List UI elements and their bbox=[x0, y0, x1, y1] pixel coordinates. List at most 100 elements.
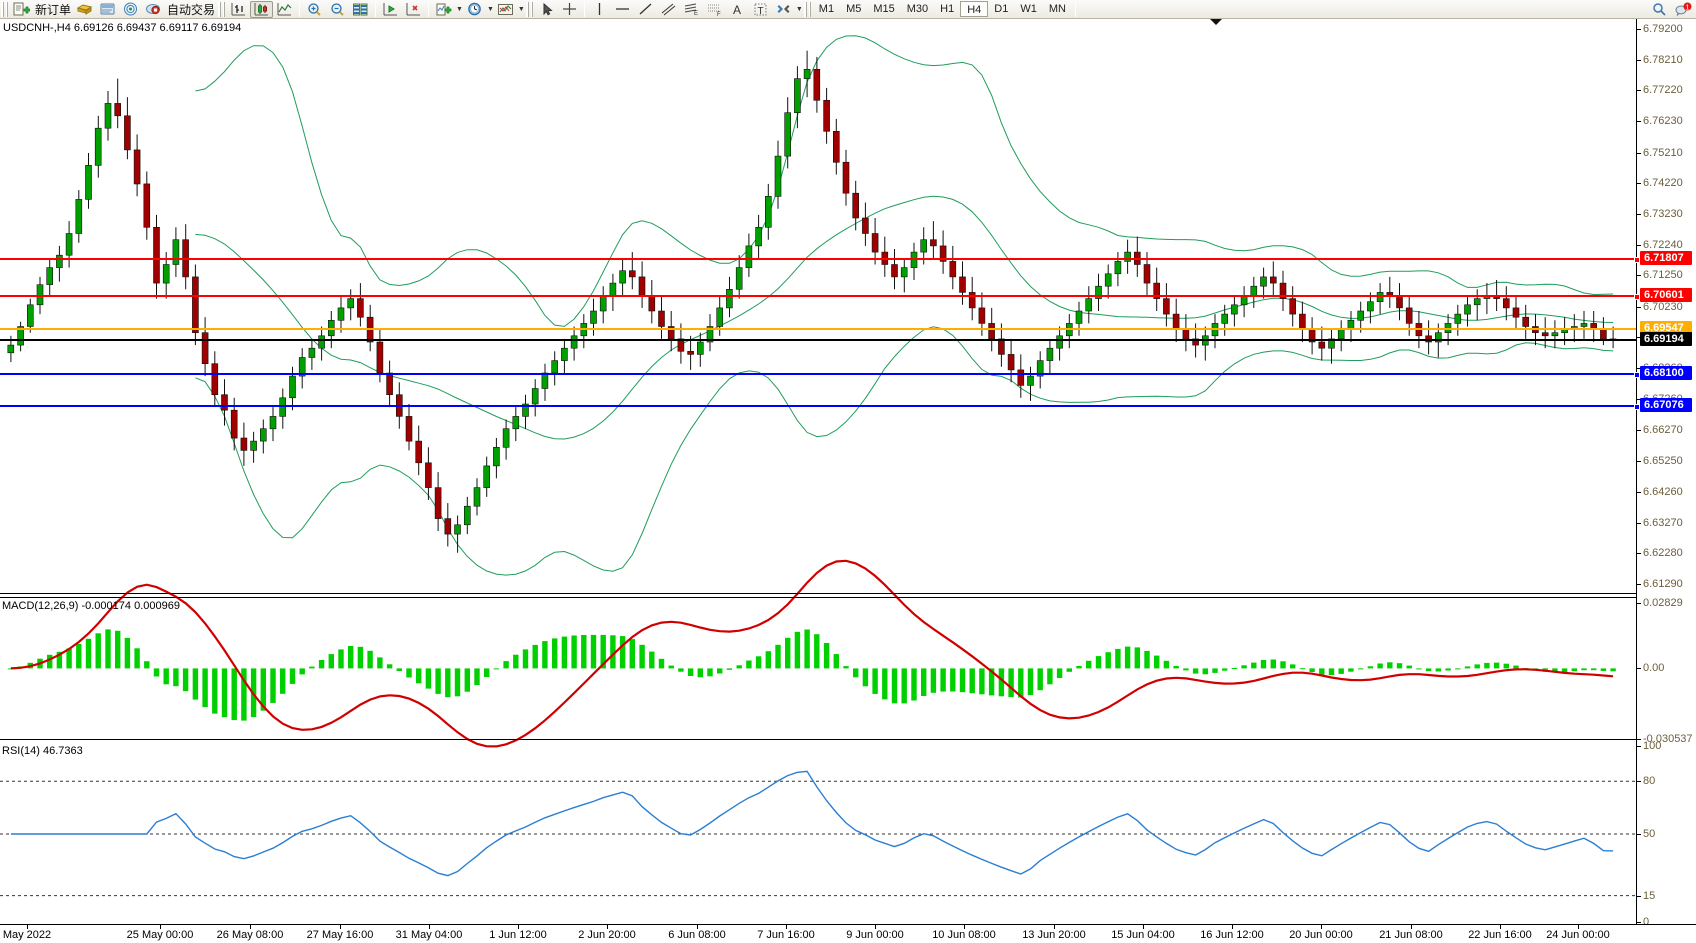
tab-timeframe-d1[interactable]: D1 bbox=[994, 3, 1009, 15]
auto-scroll-icon[interactable] bbox=[402, 1, 425, 18]
vertical-line-icon[interactable] bbox=[588, 1, 611, 18]
candle-body bbox=[230, 409, 238, 439]
macd-histogram-bar bbox=[687, 668, 694, 676]
candlestick-chart-icon[interactable] bbox=[250, 0, 274, 18]
toolbar-grip-4[interactable] bbox=[803, 1, 811, 17]
templates-dropdown-caret[interactable]: ▼ bbox=[517, 5, 525, 13]
macd-tick-label: -0.030537 bbox=[1643, 733, 1693, 745]
tab-timeframe-m30[interactable]: M30 bbox=[906, 3, 929, 15]
navigator-icon[interactable] bbox=[119, 1, 142, 18]
tab-timeframe-m15[interactable]: M15 bbox=[873, 3, 895, 15]
search-icon[interactable] bbox=[1648, 1, 1671, 18]
zoom-in-icon[interactable] bbox=[303, 1, 326, 18]
line-chart-icon[interactable] bbox=[273, 1, 296, 18]
macd-indicator-label: MACD(12,26,9) -0.000174 0.000969 bbox=[2, 600, 180, 612]
text-icon[interactable]: A bbox=[726, 1, 749, 18]
auto-trading-label[interactable]: 自动交易 bbox=[167, 2, 216, 17]
candle-body bbox=[289, 375, 296, 399]
zoom-out-icon[interactable] bbox=[326, 1, 349, 18]
crosshair-icon[interactable] bbox=[558, 1, 581, 18]
chart-profiles-icon[interactable] bbox=[73, 1, 96, 18]
indicators-dropdown-caret[interactable]: ▼ bbox=[456, 5, 463, 13]
macd-histogram-bar bbox=[891, 668, 898, 704]
price-level-handle[interactable] bbox=[1634, 257, 1640, 264]
candle-body bbox=[570, 335, 578, 349]
new-order-icon[interactable] bbox=[10, 1, 33, 18]
price-level-handle[interactable] bbox=[1634, 371, 1640, 378]
macd-histogram-bar bbox=[736, 665, 742, 669]
macd-histogram-bar bbox=[377, 657, 383, 669]
macd-histogram-bar bbox=[678, 668, 684, 672]
shift-chart-icon[interactable] bbox=[379, 1, 402, 18]
price-level-label[interactable]: 6.70601 bbox=[1640, 288, 1692, 303]
candle-body bbox=[444, 518, 452, 535]
macd-histogram-bar bbox=[221, 668, 228, 718]
periods-icon[interactable] bbox=[463, 1, 486, 18]
price-level-line[interactable] bbox=[0, 403, 1640, 410]
price-tick-label: 6.75210 bbox=[1643, 146, 1683, 159]
price-level-handle[interactable] bbox=[1634, 294, 1640, 301]
new-order-label[interactable]: 新订单 bbox=[35, 2, 72, 17]
price-tick-label: 6.77220 bbox=[1643, 84, 1683, 97]
toolbar-grip-3[interactable] bbox=[525, 1, 533, 17]
tab-timeframe-m1[interactable]: M1 bbox=[818, 3, 835, 15]
equidistant-channel-icon[interactable] bbox=[657, 1, 680, 18]
price-chart[interactable]: USDCNH-,H4 6.69126 6.69437 6.69117 6.691… bbox=[0, 19, 1696, 943]
objects-dropdown-caret[interactable]: ▼ bbox=[795, 5, 803, 13]
macd-histogram-bar bbox=[425, 668, 432, 689]
candle-body bbox=[1182, 329, 1190, 340]
price-level-handle[interactable] bbox=[1634, 403, 1640, 410]
tab-timeframe-h1[interactable]: H1 bbox=[940, 3, 955, 15]
tab-timeframe-m5[interactable]: M5 bbox=[846, 3, 862, 15]
time-tick bbox=[875, 925, 876, 929]
price-level-line[interactable] bbox=[0, 371, 1640, 378]
fibonacci-icon[interactable]: E bbox=[680, 1, 703, 18]
price-level-line[interactable] bbox=[0, 328, 1636, 331]
price-level-line[interactable] bbox=[0, 257, 1640, 264]
auto-trading-icon[interactable] bbox=[142, 1, 165, 18]
macd-histogram-bar bbox=[231, 668, 237, 721]
horizontal-line-icon[interactable] bbox=[611, 1, 634, 18]
price-level-label[interactable]: 6.71807 bbox=[1640, 251, 1692, 266]
candle-body bbox=[502, 428, 510, 448]
cursor-icon[interactable] bbox=[535, 1, 558, 18]
macd-histogram-bar bbox=[280, 668, 286, 694]
bar-chart-icon[interactable] bbox=[227, 1, 250, 18]
candle-body bbox=[561, 347, 568, 361]
market-watch-icon[interactable] bbox=[96, 1, 119, 18]
tab-timeframe-mn[interactable]: MN bbox=[1048, 3, 1066, 15]
candle-body bbox=[930, 239, 937, 247]
alerts-icon[interactable]: 1 bbox=[1671, 1, 1696, 18]
text-label-icon[interactable]: T bbox=[749, 1, 772, 18]
candle-body bbox=[65, 233, 73, 256]
price-level-line[interactable] bbox=[0, 294, 1640, 301]
svg-text:A: A bbox=[733, 3, 741, 17]
price-level-label[interactable]: 6.69194 bbox=[1640, 332, 1692, 347]
candle-body bbox=[900, 267, 908, 278]
price-level-line[interactable] bbox=[0, 339, 1636, 342]
macd-histogram-bar bbox=[979, 668, 985, 695]
objects-icon[interactable] bbox=[772, 1, 795, 18]
macd-histogram-bar bbox=[85, 638, 92, 669]
trendline-icon[interactable] bbox=[634, 1, 657, 18]
price-tick bbox=[1636, 491, 1641, 493]
toolbar-grip-2[interactable] bbox=[218, 1, 226, 17]
time-tick-label: 20 Jun 00:00 bbox=[1289, 929, 1353, 941]
price-axis[interactable]: 6.79200 6.78210 6.77220 6.76230 6.75210 6.742… bbox=[1636, 19, 1696, 928]
price-level-label[interactable]: 6.67076 bbox=[1640, 397, 1692, 412]
toolbar-separator-4 bbox=[583, 1, 585, 17]
time-axis[interactable]: May 2022 25 May 00:00 26 May 08:00 27 May 1… bbox=[0, 924, 1696, 943]
toolbar-grip[interactable] bbox=[1, 1, 8, 17]
tab-timeframe-w1[interactable]: W1 bbox=[1020, 3, 1037, 15]
candle-body bbox=[279, 397, 287, 417]
templates-icon[interactable] bbox=[494, 1, 517, 18]
fibonacci-fan-icon[interactable]: F bbox=[703, 1, 726, 18]
price-level-label[interactable]: 6.69547 bbox=[1640, 321, 1692, 336]
tab-timeframe-h4[interactable]: H4 bbox=[960, 1, 989, 17]
indicators-icon[interactable] bbox=[432, 1, 455, 18]
data-window-icon[interactable] bbox=[349, 1, 372, 18]
candle-body bbox=[949, 261, 957, 278]
price-level-label[interactable]: 6.68100 bbox=[1640, 365, 1692, 380]
periods-dropdown-caret[interactable]: ▼ bbox=[486, 5, 494, 13]
chart-plot-area[interactable] bbox=[0, 19, 1636, 924]
